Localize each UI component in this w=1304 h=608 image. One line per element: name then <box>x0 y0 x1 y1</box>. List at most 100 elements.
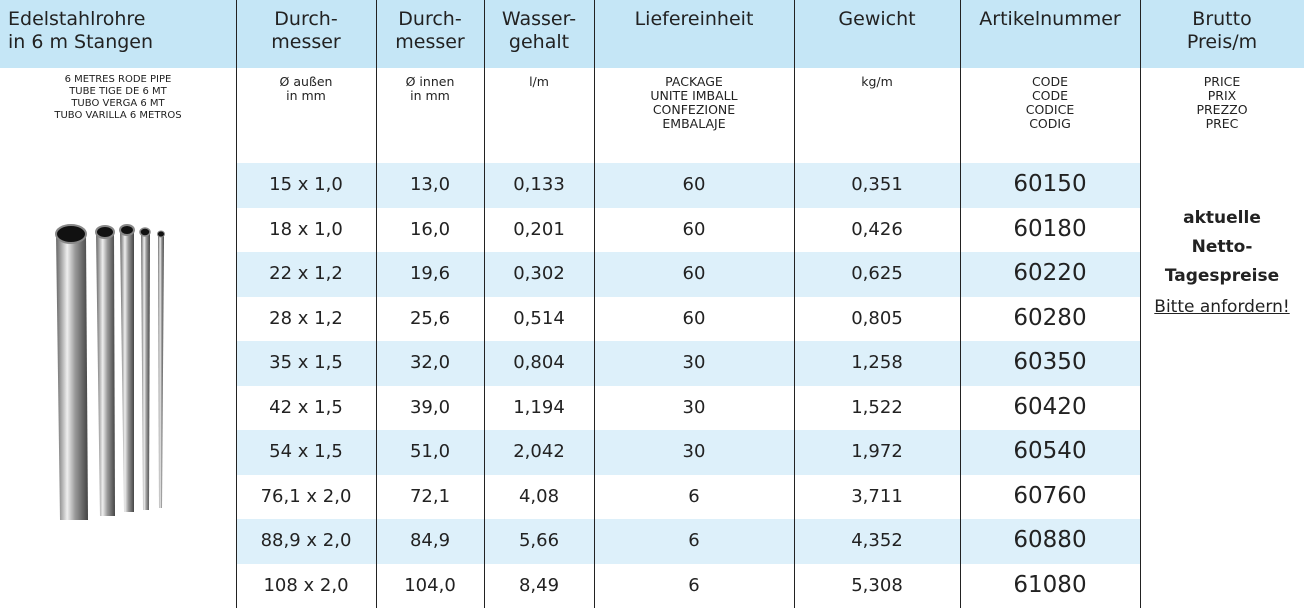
cell: 0,625 <box>794 263 960 284</box>
cell: 25,6 <box>376 308 484 329</box>
price-request-link: Bitte anfordern! <box>1140 297 1304 317</box>
subheader-text: PREZZO <box>1140 102 1304 117</box>
cell: 60350 <box>960 349 1140 375</box>
cell: 4,08 <box>484 486 594 507</box>
price-table: 15 x 1,013,00,133600,3516015018 x 1,016,… <box>0 0 1304 608</box>
cell: 2,042 <box>484 441 594 462</box>
subheader-text: CODIG <box>960 116 1140 131</box>
price-note: aktuelle <box>1140 208 1304 228</box>
cell: 8,49 <box>484 575 594 596</box>
subheader-text: UNITE IMBALL <box>594 88 794 103</box>
cell: 6 <box>594 530 794 551</box>
cell: 104,0 <box>376 575 484 596</box>
subheader-text: TUBE TIGE DE 6 MT <box>0 86 236 97</box>
subheader-text: Ø außen <box>236 74 376 89</box>
cell: 60150 <box>960 171 1140 197</box>
cell: 60420 <box>960 394 1140 420</box>
header-text: gehalt <box>484 31 594 53</box>
cell: 0,426 <box>794 219 960 240</box>
cell: 6 <box>594 486 794 507</box>
cell: 16,0 <box>376 219 484 240</box>
cell: 60 <box>594 174 794 195</box>
subheader-text: PRICE <box>1140 74 1304 89</box>
cell: 84,9 <box>376 530 484 551</box>
cell: 0,351 <box>794 174 960 195</box>
header-text: Edelstahlrohre <box>8 8 236 30</box>
header-text: Liefereinheit <box>594 8 794 30</box>
cell: 0,133 <box>484 174 594 195</box>
price-note: Tagespreise <box>1140 266 1304 286</box>
cell: 61080 <box>960 572 1140 598</box>
cell: 0,302 <box>484 263 594 284</box>
cell: 18 x 1,0 <box>236 219 376 240</box>
subheader-text: CODICE <box>960 102 1140 117</box>
cell: 1,258 <box>794 352 960 373</box>
header-text: Preis/m <box>1140 31 1304 53</box>
cell: 76,1 x 2,0 <box>236 486 376 507</box>
cell: 108 x 2,0 <box>236 575 376 596</box>
header-text: Durch- <box>236 8 376 30</box>
cell: 60 <box>594 263 794 284</box>
subheader-text: l/m <box>484 74 594 89</box>
pipes-image <box>40 220 180 525</box>
cell: 32,0 <box>376 352 484 373</box>
cell: 0,804 <box>484 352 594 373</box>
subheader-text: TUBO VARILLA 6 METROS <box>0 110 236 121</box>
cell: 28 x 1,2 <box>236 308 376 329</box>
subheader-text: CODE <box>960 74 1140 89</box>
subheader-text: CODE <box>960 88 1140 103</box>
cell: 72,1 <box>376 486 484 507</box>
header-text: Brutto <box>1140 8 1304 30</box>
cell: 0,805 <box>794 308 960 329</box>
cell: 60880 <box>960 527 1140 553</box>
column-rule <box>484 0 485 608</box>
column-rule <box>960 0 961 608</box>
cell: 60760 <box>960 483 1140 509</box>
subheader-text: 6 METRES RODE PIPE <box>0 74 236 85</box>
cell: 15 x 1,0 <box>236 174 376 195</box>
cell: 60180 <box>960 216 1140 242</box>
cell: 1,522 <box>794 397 960 418</box>
subheader-text: in mm <box>236 88 376 103</box>
cell: 1,972 <box>794 441 960 462</box>
column-rule <box>794 0 795 608</box>
subheader-text: kg/m <box>794 74 960 89</box>
header-text: Wasser- <box>484 8 594 30</box>
cell: 5,308 <box>794 575 960 596</box>
cell: 51,0 <box>376 441 484 462</box>
subheader-text: PRIX <box>1140 88 1304 103</box>
cell: 19,6 <box>376 263 484 284</box>
cell: 30 <box>594 441 794 462</box>
cell: 30 <box>594 397 794 418</box>
cell: 39,0 <box>376 397 484 418</box>
cell: 42 x 1,5 <box>236 397 376 418</box>
column-rule <box>376 0 377 608</box>
cell: 4,352 <box>794 530 960 551</box>
subheader-text: PREC <box>1140 116 1304 131</box>
cell: 60540 <box>960 438 1140 464</box>
cell: 0,201 <box>484 219 594 240</box>
header-text: messer <box>236 31 376 53</box>
cell: 88,9 x 2,0 <box>236 530 376 551</box>
cell: 60 <box>594 219 794 240</box>
subheader-text: in mm <box>376 88 484 103</box>
column-rule <box>236 0 237 608</box>
cell: 13,0 <box>376 174 484 195</box>
cell: 60280 <box>960 305 1140 331</box>
cell: 54 x 1,5 <box>236 441 376 462</box>
cell: 22 x 1,2 <box>236 263 376 284</box>
column-rule <box>1140 0 1141 608</box>
subheader-text: PACKAGE <box>594 74 794 89</box>
header-text: Gewicht <box>794 8 960 30</box>
header-text: in 6 m Stangen <box>8 31 236 53</box>
cell: 0,514 <box>484 308 594 329</box>
cell: 5,66 <box>484 530 594 551</box>
cell: 3,711 <box>794 486 960 507</box>
cell: 30 <box>594 352 794 373</box>
header-text: Artikelnummer <box>960 8 1140 30</box>
cell: 60 <box>594 308 794 329</box>
header-text: messer <box>376 31 484 53</box>
cell: 60220 <box>960 260 1140 286</box>
cell: 1,194 <box>484 397 594 418</box>
subheader-text: Ø innen <box>376 74 484 89</box>
